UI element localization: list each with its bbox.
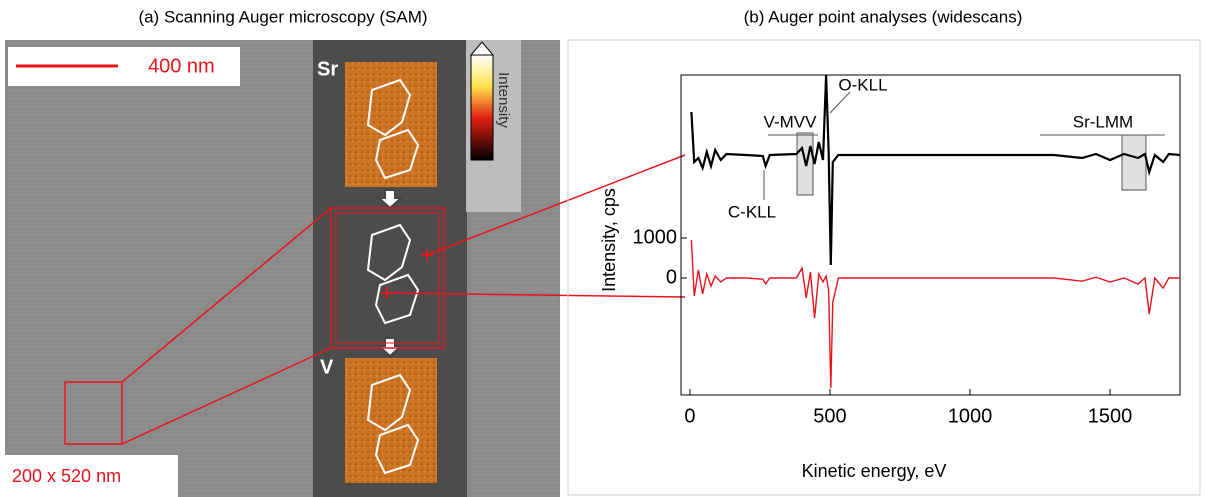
colorbar-label: Intensity: [495, 72, 512, 128]
panel-title: (a) Scanning Auger microscopy (SAM): [138, 7, 427, 26]
annotation: V-MVV: [764, 112, 818, 131]
annotation: C-KLL: [728, 202, 776, 221]
map-label: Sr: [317, 58, 338, 80]
v-map: [345, 358, 437, 483]
y-tick-label: 1000: [633, 226, 678, 248]
outlines: [366, 78, 420, 475]
y-tick-label: 0: [666, 266, 677, 288]
colorbar: [470, 54, 494, 161]
panel-frame: [567, 39, 1201, 496]
plot-frame: [680, 74, 1181, 396]
highlight: [1121, 134, 1147, 191]
colorbar-arrow: [469, 41, 495, 56]
y-axis-label: Intensity, cps: [599, 188, 619, 292]
zoom-boxes: [64, 154, 686, 445]
series-line: [690, 74, 1181, 266]
x-axis-label: Kinetic energy, eV: [802, 461, 947, 481]
x-tick-label: 1000: [948, 405, 993, 427]
annotation: O-KLL: [838, 75, 887, 94]
chart-title: (b) Auger point analyses (widescans): [744, 7, 1023, 26]
map-label: V: [320, 356, 334, 378]
x-tick-label: 1500: [1088, 405, 1133, 427]
series-line: [690, 239, 1180, 389]
x-tick-label: 0: [684, 405, 695, 427]
scale-label: 400 nm: [148, 55, 215, 77]
annotation: Sr-LMM: [1073, 112, 1133, 131]
sr-map: [345, 62, 437, 187]
x-tick-label: 500: [813, 405, 846, 427]
region-box: [5, 455, 178, 497]
annotation-lines: [763, 91, 1165, 200]
region-label: 200 x 520 nm: [12, 466, 121, 486]
